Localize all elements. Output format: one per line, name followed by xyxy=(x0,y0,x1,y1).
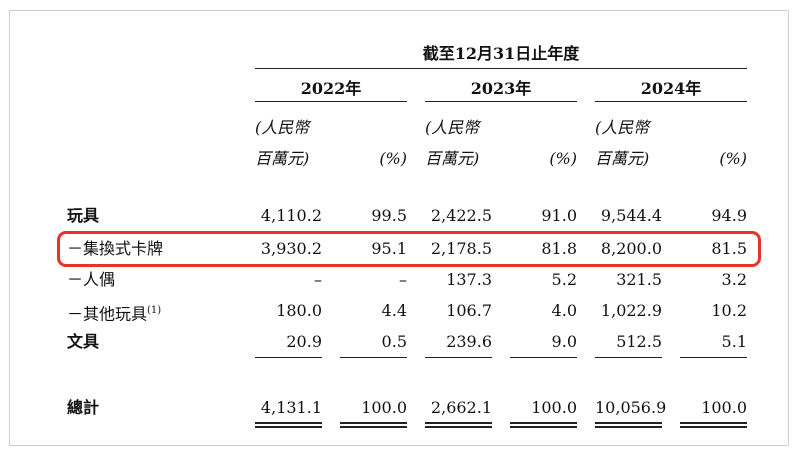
row-label: 文具 xyxy=(67,332,99,352)
double-underline-segment xyxy=(510,426,577,428)
total-value-2024-pct: 100.0 xyxy=(701,398,747,417)
pct-label-2022: (%) xyxy=(379,149,407,168)
year-underline-2023 xyxy=(425,101,577,102)
unit-label-2022-line2: 百萬元) xyxy=(255,149,310,168)
double-underline-segment xyxy=(510,422,577,424)
year-underline-2022 xyxy=(255,101,407,102)
cell-2023-pct: 91.0 xyxy=(541,206,577,225)
cell-2023-amount: 2,422.5 xyxy=(430,206,492,225)
period-header: 截至12月31日止年度 xyxy=(422,44,580,63)
total-value-2022-amount: 4,131.1 xyxy=(260,398,322,417)
double-underline-segment xyxy=(340,426,407,428)
double-underline-segment xyxy=(425,426,492,428)
cell-2024-amount: 8,200.0 xyxy=(600,239,662,258)
unit-label-2024: (人民幣 xyxy=(595,118,650,137)
cell-2024-pct: 3.2 xyxy=(721,270,747,289)
pct-label-2023: (%) xyxy=(549,149,577,168)
cell-2023-amount: 106.7 xyxy=(446,301,492,320)
year-header-2022: 2022年 xyxy=(300,79,362,98)
cell-2024-amount: 9,544.4 xyxy=(600,206,662,225)
row-label-text: 文具 xyxy=(67,332,100,351)
cell-2022-pct: 99.5 xyxy=(371,206,407,225)
cell-2022-pct: 0.5 xyxy=(381,332,407,351)
double-underline-segment xyxy=(595,422,662,424)
unit-label-2024-line2: 百萬元) xyxy=(595,149,650,168)
footnote-marker: (1) xyxy=(147,305,162,316)
total-label: 總計 xyxy=(67,398,100,417)
row-label: －人偶 xyxy=(67,270,115,290)
unit-label-2023: (人民幣 xyxy=(425,118,480,137)
cell-2022-pct: – xyxy=(399,270,407,289)
subtotal-line xyxy=(340,357,407,358)
year-header-2024: 2024年 xyxy=(640,79,702,98)
cell-2024-pct: 10.2 xyxy=(711,301,747,320)
double-underline-segment xyxy=(680,426,747,428)
unit-label-2023-line2: 百萬元) xyxy=(425,149,480,168)
total-value-2022-pct: 100.0 xyxy=(361,398,407,417)
cell-2022-pct: 4.4 xyxy=(381,301,407,320)
row-label-text: －人偶 xyxy=(67,270,116,289)
cell-2024-pct: 94.9 xyxy=(711,206,747,225)
subtotal-line xyxy=(595,357,662,358)
double-underline-segment xyxy=(425,422,492,424)
highlight-box xyxy=(57,231,761,267)
cell-2023-pct: 9.0 xyxy=(551,332,577,351)
cell-2024-amount: 512.5 xyxy=(616,332,662,351)
cell-2022-amount: 180.0 xyxy=(276,301,322,320)
row-label-text: 玩具 xyxy=(67,206,100,225)
subtotal-line xyxy=(510,357,577,358)
row-label: －集換式卡牌 xyxy=(67,239,163,259)
subtotal-line xyxy=(425,357,492,358)
cell-2024-pct: 81.5 xyxy=(711,239,747,258)
total-value-2024-amount: 10,056.9 xyxy=(595,398,667,417)
double-underline-segment xyxy=(595,426,662,428)
year-header-2023: 2023年 xyxy=(470,79,532,98)
row-label: 玩具 xyxy=(67,206,99,226)
cell-2023-amount: 2,178.5 xyxy=(430,239,492,258)
row-label-text: －集換式卡牌 xyxy=(67,239,164,258)
cell-2024-amount: 1,022.9 xyxy=(600,301,662,320)
subtotal-line xyxy=(255,357,322,358)
cell-2024-amount: 321.5 xyxy=(616,270,662,289)
double-underline-segment xyxy=(340,422,407,424)
cell-2024-pct: 5.1 xyxy=(721,332,747,351)
double-underline-segment xyxy=(255,422,322,424)
cell-2022-amount: 3,930.2 xyxy=(260,239,322,258)
double-underline-segment xyxy=(255,426,322,428)
cell-2023-pct: 4.0 xyxy=(551,301,577,320)
year-underline-2024 xyxy=(595,101,747,102)
unit-label-2022: (人民幣 xyxy=(255,118,310,137)
cell-2023-pct: 5.2 xyxy=(551,270,577,289)
cell-2023-pct: 81.8 xyxy=(541,239,577,258)
subtotal-line xyxy=(680,357,747,358)
cell-2022-amount: 4,110.2 xyxy=(260,206,322,225)
cell-2023-amount: 239.6 xyxy=(446,332,492,351)
total-value-2023-pct: 100.0 xyxy=(531,398,577,417)
table-frame xyxy=(9,10,789,446)
pct-label-2024: (%) xyxy=(719,149,747,168)
cell-2023-amount: 137.3 xyxy=(446,270,492,289)
period-underline xyxy=(255,68,747,69)
total-value-2023-amount: 2,662.1 xyxy=(430,398,492,417)
double-underline-segment xyxy=(680,422,747,424)
cell-2022-amount: – xyxy=(314,270,322,289)
row-label: －其他玩具(1) xyxy=(67,301,161,324)
cell-2022-pct: 95.1 xyxy=(371,239,407,258)
cell-2022-amount: 20.9 xyxy=(286,332,322,351)
row-label-text: －其他玩具 xyxy=(67,304,148,324)
